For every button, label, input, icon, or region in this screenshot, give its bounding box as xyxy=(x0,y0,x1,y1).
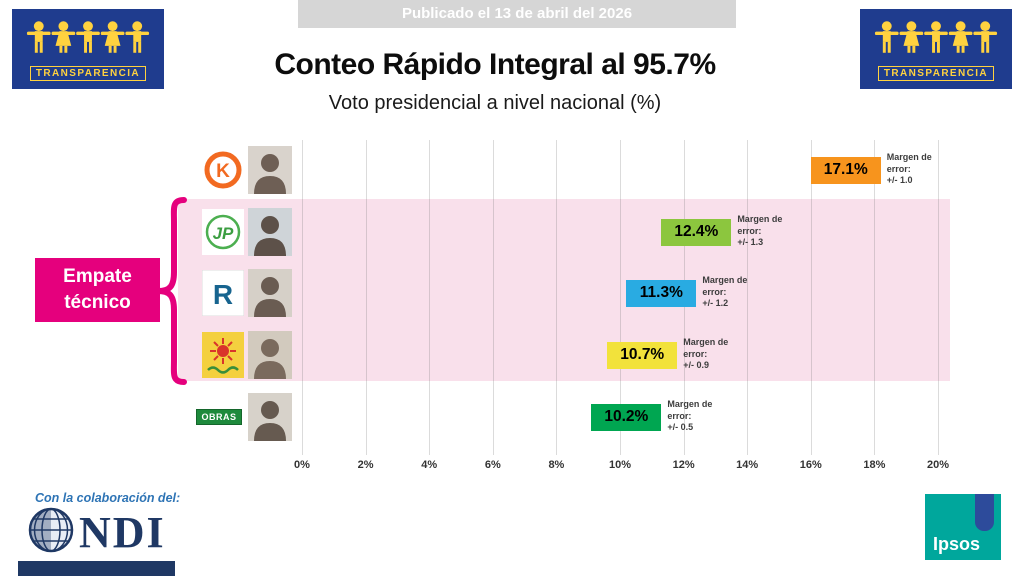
party-letter: R xyxy=(213,279,233,310)
x-tick-label: 10% xyxy=(608,459,632,471)
collaboration-caption: Con la colaboración del: xyxy=(35,491,181,505)
gridline xyxy=(874,140,876,455)
gridline xyxy=(620,140,621,455)
value-box: 10.7% xyxy=(607,341,678,369)
gridline xyxy=(556,140,558,455)
transparencia-figures-icon xyxy=(24,18,152,63)
x-tick-label: 12% xyxy=(672,459,695,471)
party-logo-k-circle-icon: K xyxy=(202,147,244,193)
party-logo-r-icon: R xyxy=(202,270,244,316)
party-logo-jp-icon: JP xyxy=(202,209,244,255)
party-logo-obras-icon: OBRAS xyxy=(196,409,242,425)
x-tick-label: 20% xyxy=(926,459,950,471)
margin-value: +/- 0.9 xyxy=(683,360,710,371)
globe-icon xyxy=(28,507,74,558)
value-box: 10.2% xyxy=(591,403,662,431)
chart-title: Conteo Rápido Integral al 95.7% xyxy=(274,48,716,81)
gridline xyxy=(365,140,367,455)
tie-label: Empate técnico xyxy=(35,258,160,322)
margin-label: Margen de error: xyxy=(886,152,932,174)
margin-value: +/- 0.5 xyxy=(667,422,694,433)
value-box: 11.3% xyxy=(626,279,697,307)
tie-label-line1: Empate xyxy=(63,266,132,288)
gridline xyxy=(492,140,494,455)
x-tick-label: 6% xyxy=(484,459,501,471)
candidate-photo xyxy=(248,269,292,317)
gridline xyxy=(938,140,939,455)
x-tick-label: 2% xyxy=(357,459,374,471)
x-tick-label: 4% xyxy=(421,459,438,471)
transparencia-figures-icon xyxy=(872,18,1000,63)
margin-label: Margen de error: xyxy=(702,275,748,297)
ipsos-wordmark: Ipsos xyxy=(933,534,981,554)
transparencia-wordmark: TRANSPARENCIA xyxy=(29,65,147,81)
gridline xyxy=(810,140,812,455)
party-letter: K xyxy=(216,161,230,182)
margin-of-error-note: Margen de error: +/- 1.0 xyxy=(887,152,935,187)
candidate-photo xyxy=(248,393,292,441)
gridline xyxy=(747,140,749,455)
transparencia-logo-left: TRANSPARENCIA xyxy=(12,9,164,89)
party-logo-sun-icon xyxy=(202,332,244,378)
candidate-photo xyxy=(248,331,292,379)
margin-label: Margen de error: xyxy=(683,337,729,359)
technical-tie-region xyxy=(178,199,950,381)
ndi-logo: NDI xyxy=(28,507,166,558)
ndi-footer-bar xyxy=(18,561,175,576)
margin-value: +/- 1.3 xyxy=(737,237,764,248)
published-banner: Publicado el 13 de abril del 2026 xyxy=(298,0,736,28)
margin-value: +/- 1.0 xyxy=(886,175,913,186)
tie-label-line2: técnico xyxy=(64,292,131,313)
ndi-wordmark: NDI xyxy=(79,507,166,557)
margin-of-error-note: Margen de error: +/- 1.3 xyxy=(737,214,785,249)
candidate-photo xyxy=(248,208,292,256)
x-tick-label: 16% xyxy=(799,459,822,471)
x-tick-label: 18% xyxy=(863,459,886,471)
value-box: 12.4% xyxy=(661,218,732,246)
gridline xyxy=(302,140,303,455)
ipsos-logo: Ipsos xyxy=(925,494,1001,560)
margin-of-error-note: Margen de error: +/- 1.2 xyxy=(702,275,750,310)
x-tick-label: 0% xyxy=(294,459,310,471)
margin-of-error-note: Margen de error: +/- 0.9 xyxy=(683,337,731,372)
gridline xyxy=(429,140,431,455)
x-tick-label: 8% xyxy=(548,459,565,471)
ipsos-tab-icon xyxy=(975,494,994,531)
transparencia-logo-right: TRANSPARENCIA xyxy=(860,9,1012,89)
value-box: 17.1% xyxy=(810,156,881,184)
candidate-photo xyxy=(248,146,292,194)
chart-subtitle: Voto presidencial a nivel nacional (%) xyxy=(328,92,662,114)
x-tick-label: 14% xyxy=(736,459,759,471)
party-letters: JP xyxy=(213,224,234,243)
margin-value: +/- 1.2 xyxy=(702,298,729,309)
margin-of-error-note: Margen de error: +/- 0.5 xyxy=(667,399,715,434)
margin-label: Margen de error: xyxy=(737,214,783,236)
margin-label: Margen de error: xyxy=(667,399,713,421)
transparencia-wordmark: TRANSPARENCIA xyxy=(877,65,995,81)
